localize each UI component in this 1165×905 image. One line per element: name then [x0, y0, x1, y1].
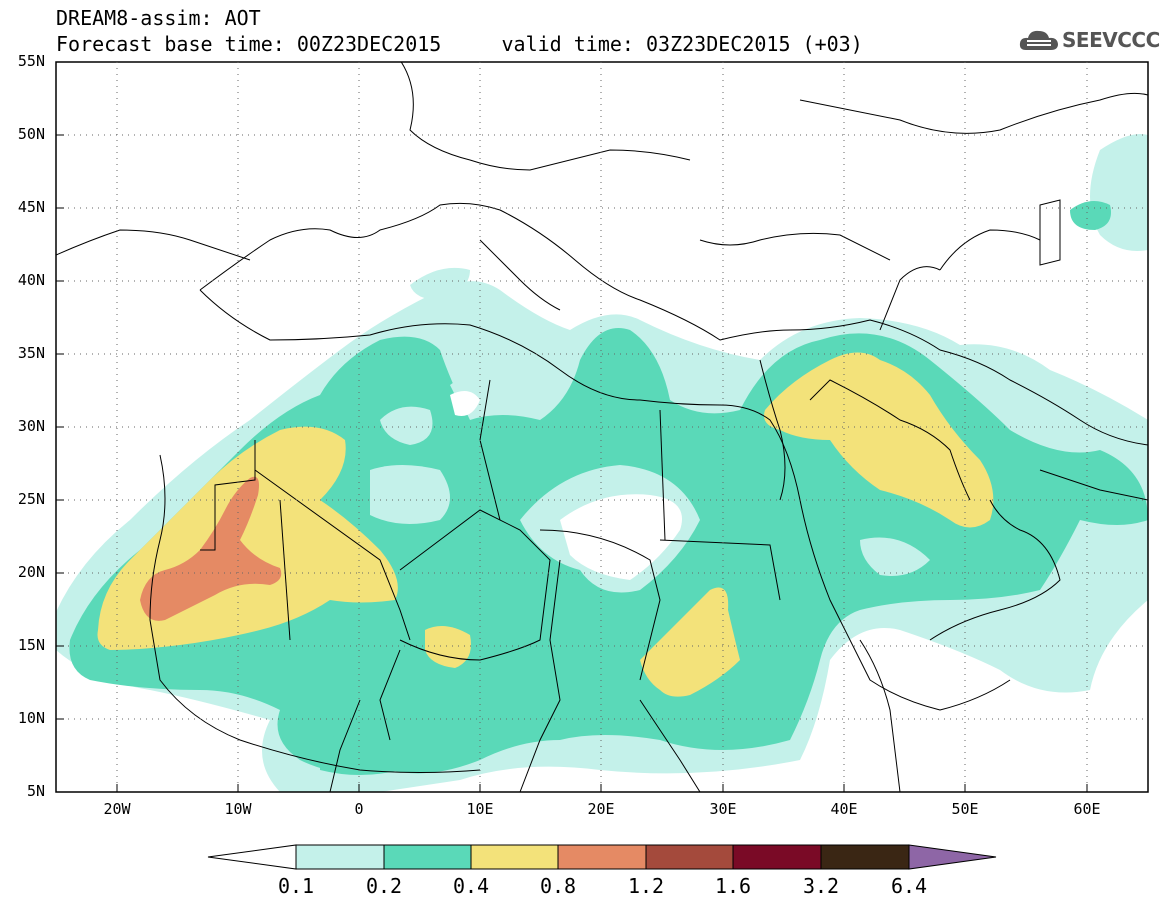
lat-label: 10N: [17, 709, 45, 727]
cloud-logo-icon: [1019, 30, 1058, 50]
aot-field-0.4: [640, 587, 740, 697]
lat-label: 50N: [17, 125, 45, 143]
colorbar-label: 1.2: [627, 874, 665, 898]
colorbar-segment: [383, 844, 472, 870]
graticule: [56, 62, 1148, 792]
aot-field-0.4: [425, 626, 471, 668]
map-title: DREAM8-assim: AOT: [56, 6, 261, 30]
colorbar-segment: [470, 844, 559, 870]
lat-label: 15N: [17, 636, 45, 654]
lat-label: 40N: [17, 271, 45, 289]
forecast-time-subtitle: Forecast base time: 00Z23DEC2015 valid t…: [56, 32, 863, 56]
axis-ticks: [56, 61, 1088, 793]
colorbar-label: 3.2: [802, 874, 840, 898]
aot-field-0.2: [320, 735, 403, 775]
colorbar: [207, 844, 997, 870]
colorbar-label: 0.1: [277, 874, 315, 898]
lon-label: 40E: [830, 800, 858, 818]
colorbar-segment: [557, 844, 647, 870]
colorbar-label: 0.2: [365, 874, 403, 898]
aot-field-0.1: [380, 406, 433, 445]
aot-field-0.1: [1090, 134, 1148, 251]
colorbar-label: 0.8: [539, 874, 577, 898]
aot-field-0.4: [764, 352, 994, 528]
lon-label: 20W: [103, 800, 131, 818]
colorbar-segment: [295, 844, 385, 870]
lat-label: 55N: [17, 52, 45, 70]
brand-name: SEEVCCC: [1062, 28, 1160, 52]
aot-contour-fields: [56, 134, 1148, 792]
seevccc-logo: SEEVCCC: [1018, 26, 1160, 56]
colorbar-label: 6.4: [890, 874, 928, 898]
lat-label: 20N: [17, 563, 45, 581]
lon-label: 0: [354, 800, 364, 818]
aot-field-0.1: [860, 537, 930, 576]
lon-label: 20E: [587, 800, 615, 818]
colorbar-segment: [820, 844, 910, 870]
aot-field-0.8: [140, 476, 282, 621]
colorbar-label: 0.4: [452, 874, 490, 898]
lat-label: 5N: [26, 782, 45, 800]
colorbar-over-arrow: [908, 844, 997, 870]
lon-label: 60E: [1073, 800, 1101, 818]
aot-field-clear: [560, 494, 682, 580]
colorbar-under-arrow: [207, 844, 297, 870]
lon-label: 10E: [466, 800, 494, 818]
lat-label: 30N: [17, 417, 45, 435]
lat-label: 35N: [17, 344, 45, 362]
country-boundaries: [56, 62, 1148, 792]
lon-label: 10W: [224, 800, 252, 818]
lat-label: 45N: [17, 198, 45, 216]
aot-field-clear: [450, 391, 480, 416]
lat-label: 25N: [17, 490, 45, 508]
aot-field-0.1: [410, 267, 470, 300]
lon-label: 30E: [709, 800, 737, 818]
colorbar-segment: [732, 844, 822, 870]
colorbar-label: 1.6: [714, 874, 752, 898]
lon-label: 50E: [951, 800, 979, 818]
colorbar-segment: [645, 844, 734, 870]
aot-field-0.1: [370, 465, 450, 524]
